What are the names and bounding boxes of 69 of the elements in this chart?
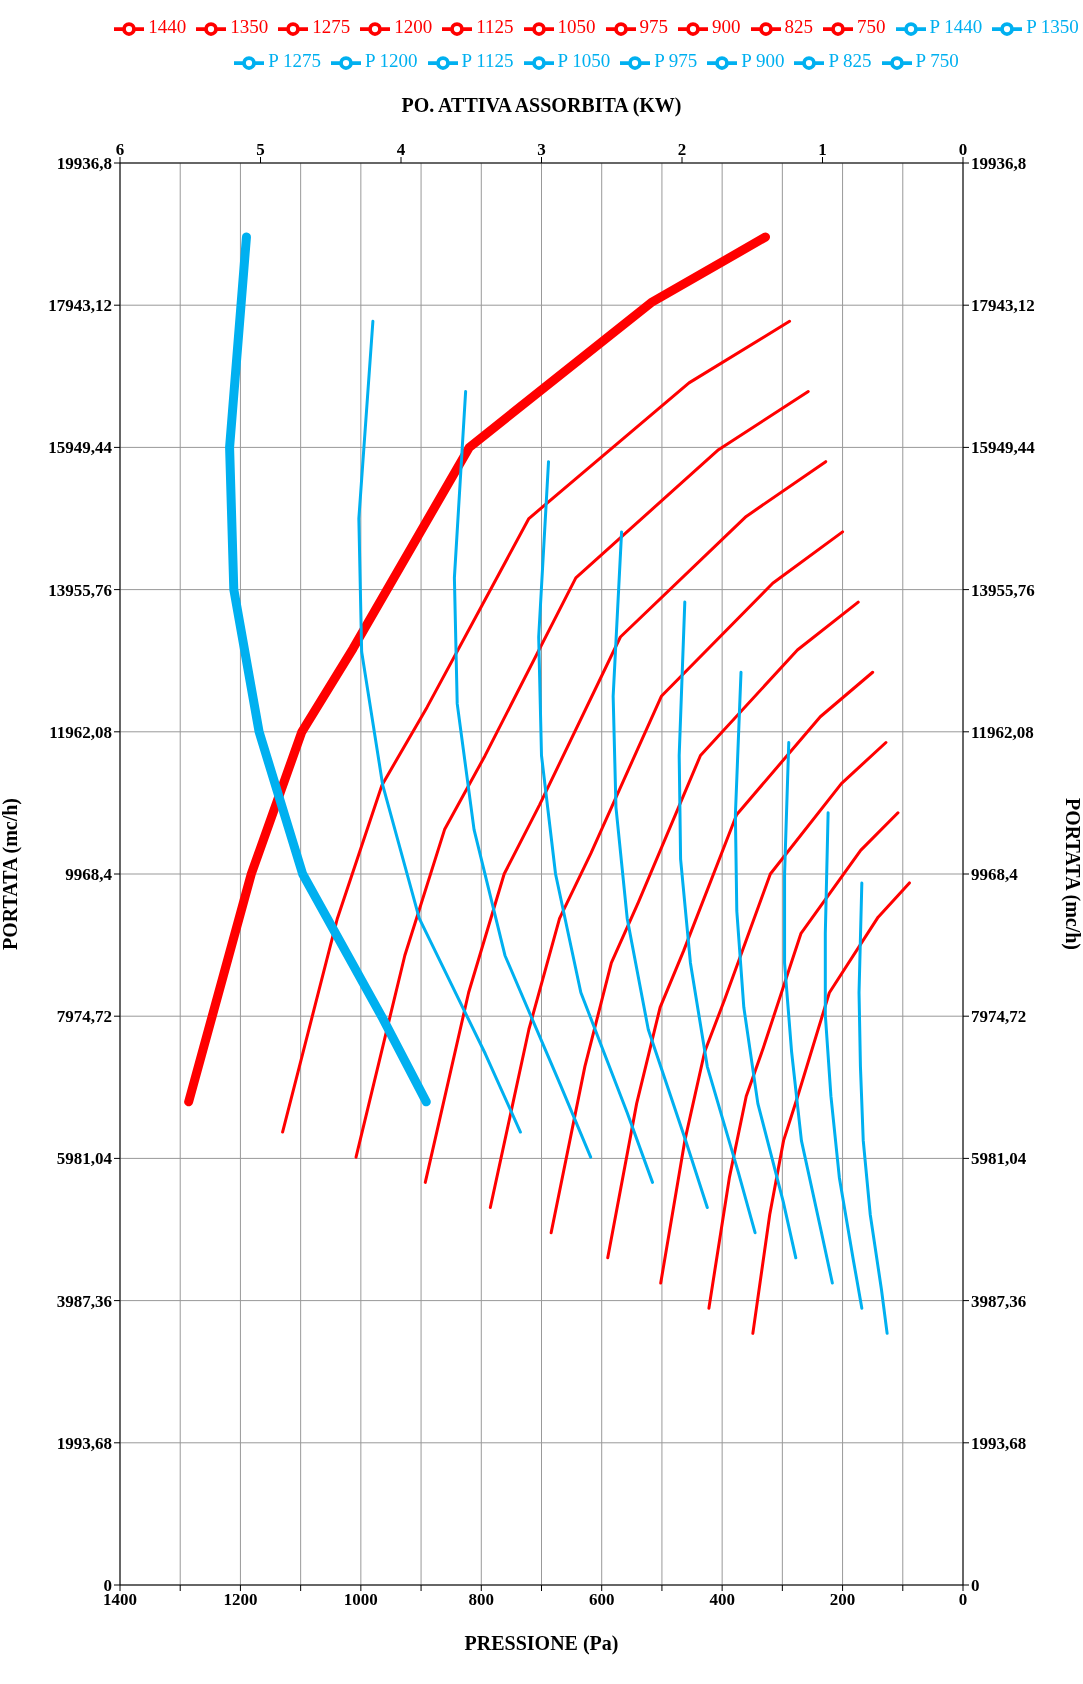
line-series: [549, 600, 860, 1235]
x-axis-title: PRESSIONE (Pa): [464, 1632, 619, 1655]
x-tick-label: 1200: [223, 1590, 258, 1610]
legend-label: 900: [712, 16, 741, 37]
y2-tick-label: 0: [971, 1576, 980, 1596]
legend-label: 825: [784, 16, 814, 37]
x-tick-label: 1400: [103, 1590, 137, 1610]
y-tick-label: 11962,08: [49, 722, 112, 742]
x2-tick-label: 0: [958, 140, 968, 159]
line-series: [423, 460, 828, 1184]
y-tick-label: 19936,8: [56, 154, 112, 174]
x-tick-label: 800: [468, 1590, 495, 1610]
line-series: [707, 811, 900, 1310]
x-tick-label: 0: [958, 1590, 968, 1610]
legend-label: P 1125: [461, 50, 514, 71]
line-series: [281, 319, 792, 1134]
line-series: [488, 530, 845, 1210]
x2-tick-label: 2: [677, 140, 687, 159]
x2-tick-label: 4: [396, 140, 406, 159]
y2-tick-label: 11962,08: [971, 722, 1034, 742]
line-series: [659, 741, 888, 1285]
y2-tick-label: 5981,04: [971, 1149, 1027, 1169]
y2-tick-label: 1993,68: [971, 1433, 1027, 1453]
legend-label: P 1275: [268, 50, 321, 71]
y-axis-title: PORTATA (mc/h): [0, 797, 23, 951]
y-tick-label: 1993,68: [56, 1433, 112, 1453]
legend-label: P 900: [741, 50, 785, 71]
y-tick-label: 7974,72: [56, 1007, 112, 1027]
y-tick-label: 9968,4: [65, 865, 113, 885]
line-series: [606, 670, 875, 1260]
y2-tick-label: 3987,36: [971, 1291, 1027, 1311]
legend-label: 1125: [476, 16, 514, 37]
line-series: [751, 881, 911, 1335]
legend-label: 1200: [394, 16, 433, 37]
x-tick-label: 200: [829, 1590, 856, 1610]
y-tick-label: 13955,76: [48, 580, 112, 600]
legend-label: P 1050: [557, 50, 611, 71]
legend-label: P 975: [654, 50, 698, 71]
x2-tick-label: 3: [537, 140, 546, 159]
line-series: [354, 390, 810, 1159]
legend-label: 1440: [148, 16, 187, 37]
x2-axis-title: PO. ATTIVA ASSORBITA (KW): [401, 94, 682, 118]
x2-tick-label: 6: [115, 140, 125, 159]
y2-tick-label: 13955,76: [971, 580, 1035, 600]
y-tick-label: 17943,12: [48, 296, 112, 316]
y2-tick-label: 19936,8: [971, 154, 1027, 174]
x2-tick-label: 5: [256, 140, 265, 159]
legend-label: 1050: [557, 16, 596, 37]
y2-tick-label: 7974,72: [971, 1007, 1027, 1027]
x-tick-label: 400: [709, 1590, 735, 1610]
y2-tick-label: 17943,12: [971, 296, 1035, 316]
x2-tick-label: 1: [818, 140, 827, 159]
legend-label: 1275: [312, 16, 351, 37]
y-tick-label: 5981,04: [56, 1149, 113, 1169]
legend-label: P 1200: [364, 50, 418, 71]
legend-label: 750: [857, 16, 886, 37]
legend-label: P 1350: [1026, 16, 1079, 37]
legend-label: P 825: [828, 50, 872, 71]
x-tick-label: 600: [588, 1590, 615, 1610]
y2-tick-label: 15949,44: [971, 438, 1036, 458]
y2-tick-label: 9968,4: [971, 865, 1019, 885]
legend-label: P 1440: [929, 16, 983, 37]
y-tick-label: 15949,44: [48, 438, 113, 458]
legend-label: P 750: [915, 50, 959, 71]
legend-label: 1350: [230, 16, 269, 37]
legend-label: 975: [639, 16, 669, 37]
y-tick-label: 3987,36: [56, 1291, 112, 1311]
y2-axis-title: PORTATA (mc/h): [1060, 797, 1083, 951]
x-tick-label: 1000: [343, 1590, 378, 1610]
